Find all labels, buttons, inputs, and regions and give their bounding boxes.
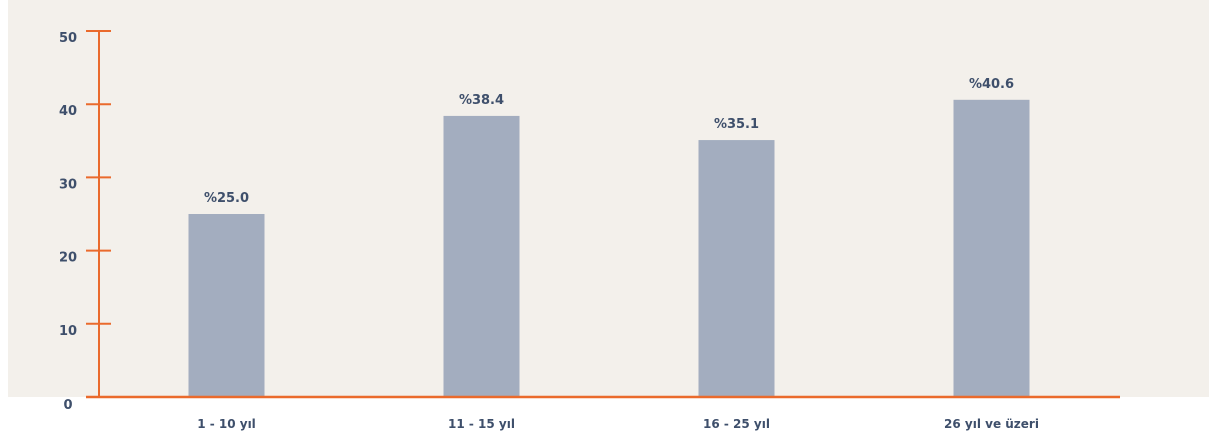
data-label-1: %25.0	[204, 191, 249, 206]
y-tick-label-40: 40	[59, 104, 77, 119]
x-tick-label-1: 1 - 10 yıl	[197, 417, 256, 431]
x-tick-label-4: 26 yıl ve üzeri	[944, 417, 1039, 431]
bar-1	[188, 214, 265, 397]
y-tick-label-10: 10	[59, 324, 77, 339]
x-tick-label-3: 16 - 25 yıl	[703, 417, 770, 431]
data-label-2: %38.4	[459, 93, 504, 108]
y-tick-label-30: 30	[59, 177, 77, 192]
y-tick-label-50: 50	[59, 31, 77, 46]
data-label-4: %40.6	[969, 77, 1014, 92]
bar-4	[953, 99, 1030, 398]
bar-3	[698, 140, 775, 397]
data-label-3: %35.1	[714, 117, 759, 132]
x-tick-label-2: 11 - 15 yıl	[448, 417, 515, 431]
y-tick-label-20: 20	[59, 251, 77, 266]
bar-2	[443, 115, 520, 398]
y-tick-label-0: 0	[63, 398, 72, 413]
